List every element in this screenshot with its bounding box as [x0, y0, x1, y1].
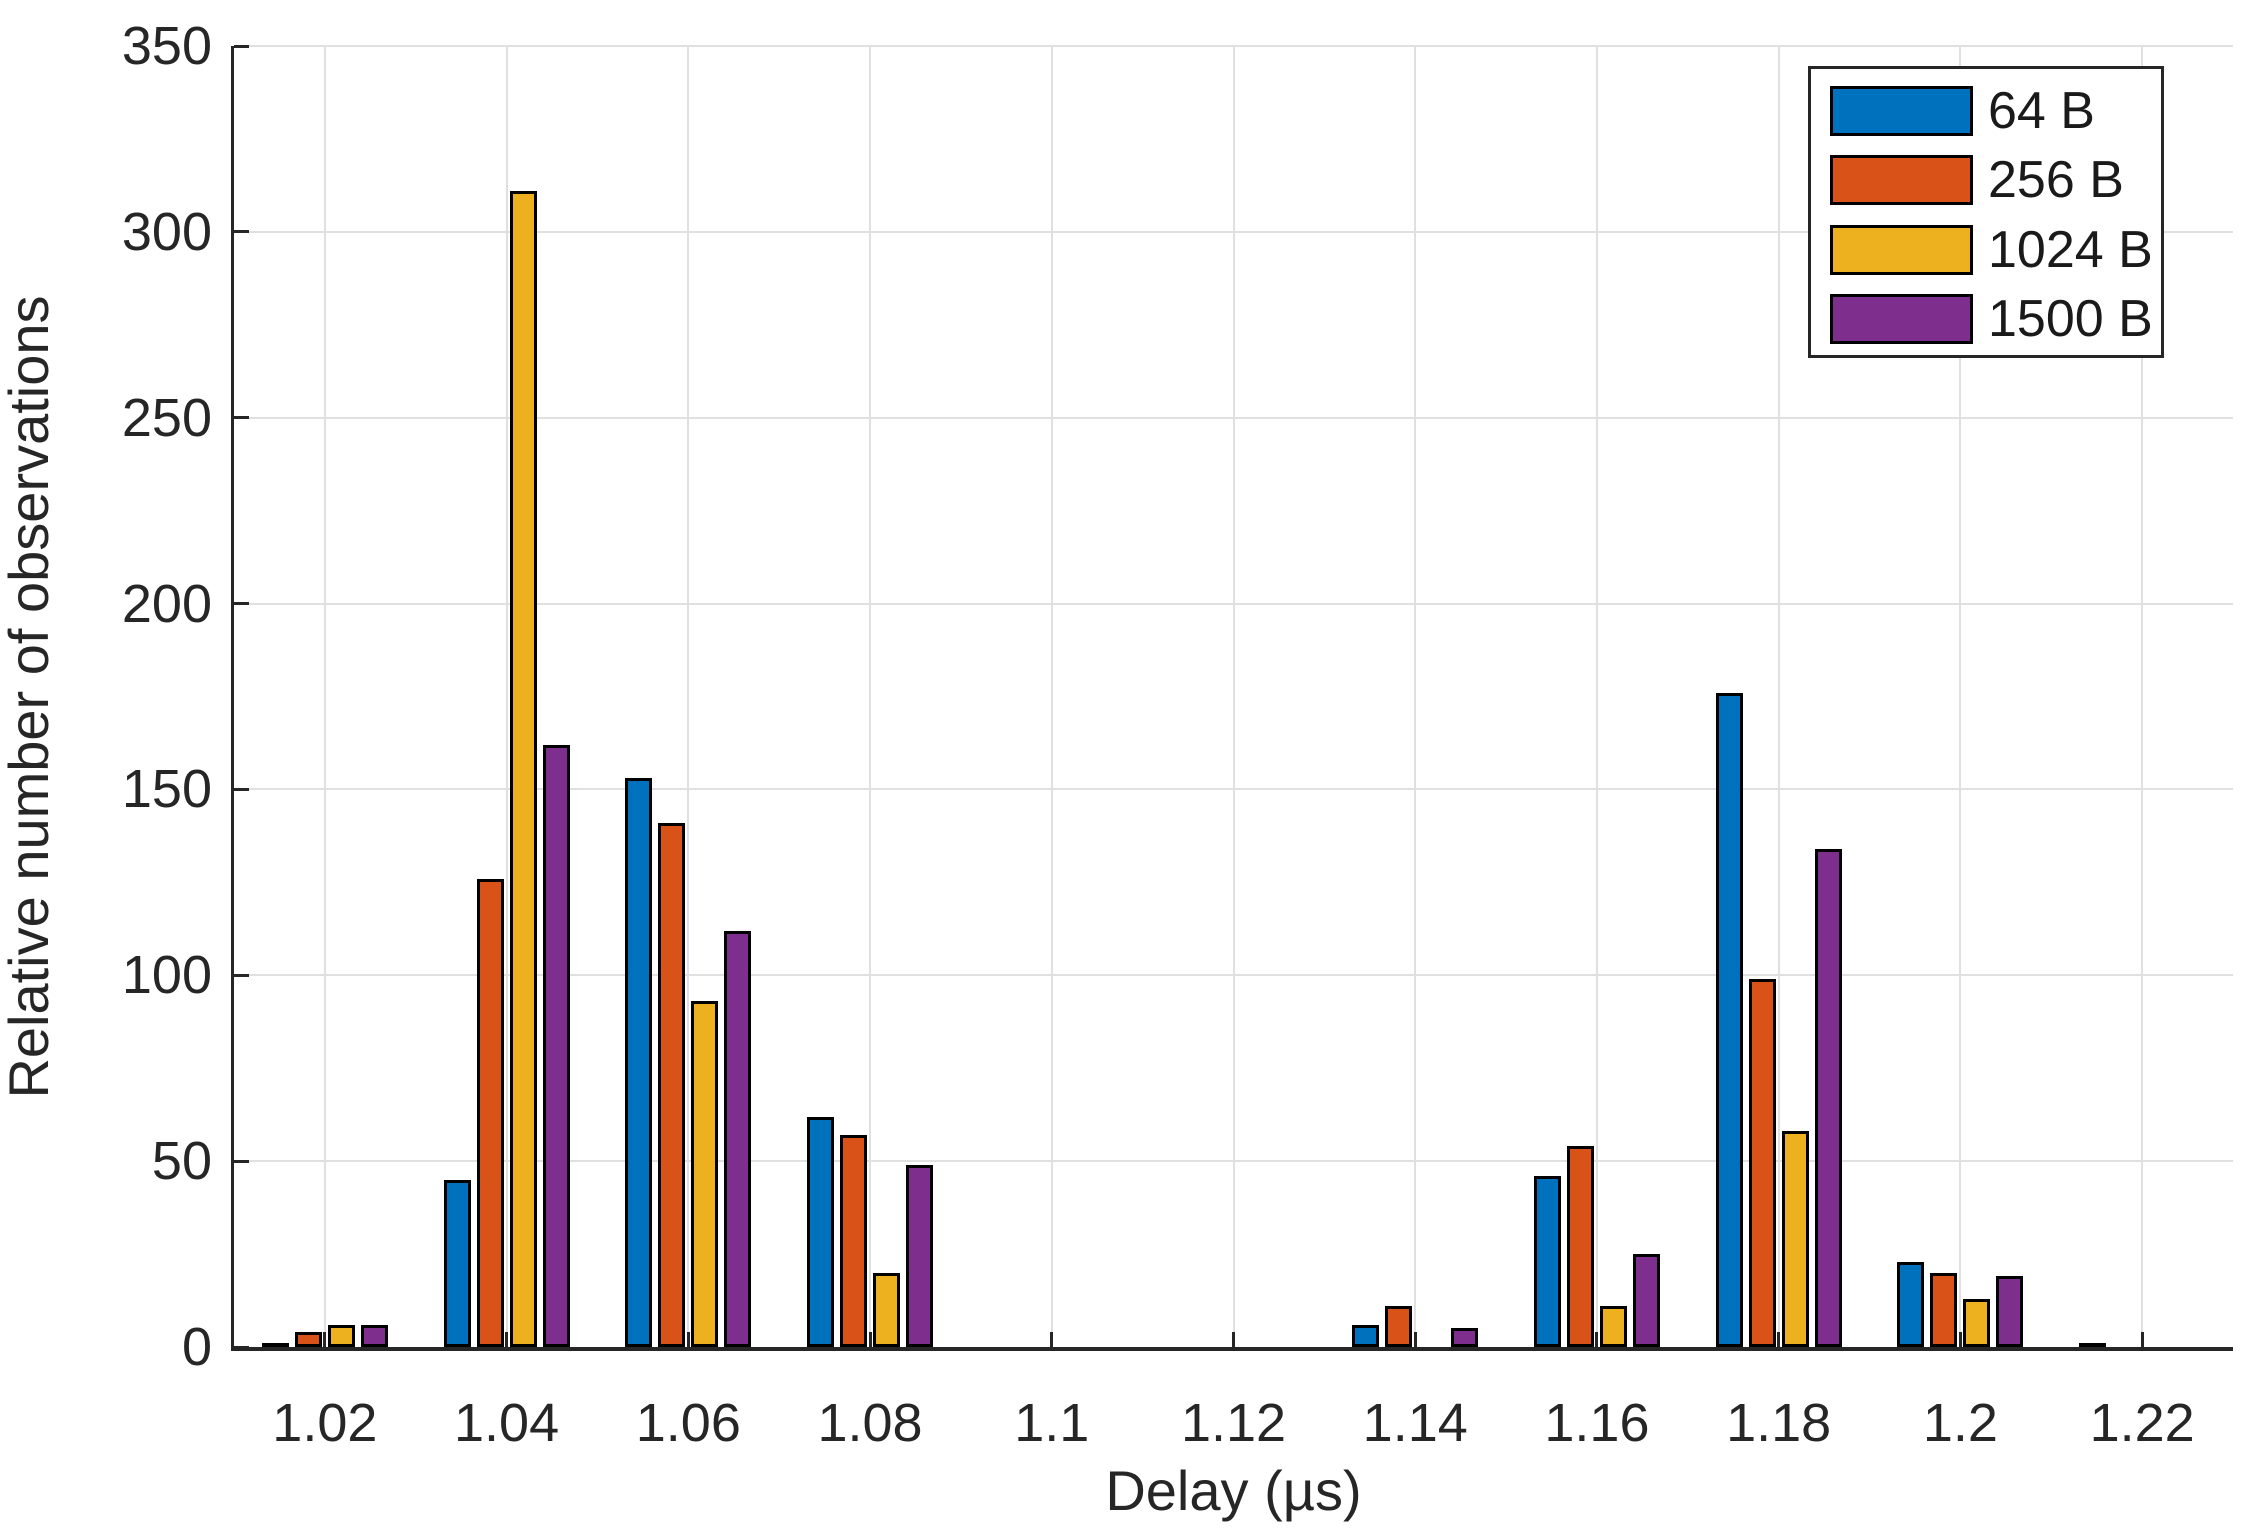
- x-tick-label-1.14: 1.14: [1362, 1393, 1468, 1453]
- bar-1024B-1.18: [1781, 1131, 1809, 1347]
- bar-1024B-1.08: [873, 1272, 901, 1347]
- gridline-x-1.22: [2141, 46, 2144, 1347]
- gridline-x-1.12: [1232, 46, 1235, 1347]
- x-tick-mark-1.14: [1413, 1332, 1417, 1347]
- x-tick-label-1.02: 1.02: [272, 1393, 378, 1453]
- y-tick-mark-200: [234, 602, 249, 606]
- legend-label-1500B: 1500 B: [1988, 289, 2153, 348]
- y-axis-title: Relative number of observations: [0, 295, 60, 1099]
- bar-1500B-1.14: [1451, 1328, 1479, 1347]
- bar-64B-1.04: [443, 1179, 471, 1347]
- x-tick-mark-1.22: [2140, 1332, 2144, 1347]
- bar-256B-1.16: [1566, 1146, 1594, 1347]
- y-tick-mark-50: [234, 1159, 249, 1163]
- legend-item-1024B: 1024 B: [1811, 221, 2161, 279]
- bar-1500B-1.18: [1814, 848, 1842, 1347]
- bar-256B-1.2: [1930, 1272, 1958, 1347]
- bar-64B-1.14: [1352, 1324, 1380, 1347]
- x-tick-mark-1.2: [1958, 1332, 1962, 1347]
- x-tick-mark-1.02: [323, 1332, 327, 1347]
- x-tick-label-1.18: 1.18: [1726, 1393, 1832, 1453]
- x-axis-title: Delay (µs): [1105, 1459, 1362, 1522]
- x-tick-label-1.12: 1.12: [1180, 1393, 1287, 1453]
- x-tick-mark-1.1: [1050, 1332, 1054, 1347]
- legend-label-64B: 64 B: [1988, 82, 2095, 140]
- legend-swatch-256B: [1830, 155, 1973, 206]
- bar-1024B-1.04: [509, 190, 537, 1347]
- y-tick-label-350: 350: [121, 16, 212, 76]
- x-tick-mark-1.04: [505, 1332, 509, 1347]
- bar-256B-1.08: [840, 1135, 868, 1347]
- bar-256B-1.14: [1385, 1306, 1413, 1347]
- y-tick-mark-100: [234, 973, 249, 977]
- gridline-x-1.16: [1595, 46, 1598, 1347]
- y-tick-label-200: 200: [121, 573, 212, 634]
- y-tick-label-250: 250: [121, 387, 212, 448]
- bar-64B-1.18: [1715, 692, 1743, 1347]
- y-tick-mark-250: [234, 416, 249, 420]
- bar-1500B-1.02: [360, 1324, 388, 1347]
- bar-1500B-1.2: [1996, 1276, 2024, 1347]
- x-tick-label-1.04: 1.04: [454, 1393, 560, 1453]
- legend-item-256B: 256 B: [1811, 151, 2161, 209]
- bar-64B-1.2: [1897, 1261, 1925, 1347]
- bar-64B-1.08: [807, 1116, 835, 1347]
- x-tick-mark-1.18: [1777, 1332, 1781, 1347]
- bar-1024B-1.06: [691, 1001, 719, 1347]
- bar-1500B-1.16: [1632, 1254, 1660, 1347]
- plot-area: [234, 44, 2233, 1350]
- x-tick-label-1.16: 1.16: [1544, 1393, 1650, 1453]
- bar-256B-1.18: [1748, 979, 1776, 1347]
- gridline-x-1.04: [505, 46, 508, 1347]
- y-tick-label-150: 150: [121, 759, 212, 820]
- legend-label-256B: 256 B: [1988, 151, 2124, 210]
- x-tick-label-1.2: 1.2: [1922, 1393, 1998, 1453]
- bar-1024B-1.02: [327, 1324, 355, 1347]
- gridline-x-1.2: [1959, 46, 1962, 1347]
- x-tick-label-1.08: 1.08: [817, 1393, 923, 1453]
- x-axis-line: [231, 1347, 2233, 1351]
- y-tick-label-50: 50: [151, 1131, 212, 1192]
- bar-256B-1.04: [476, 878, 504, 1347]
- legend: 64 B 256 B 1024 B 1500 B: [1808, 66, 2164, 358]
- x-tick-label-1.22: 1.22: [2089, 1393, 2195, 1453]
- gridline-x-1.14: [1414, 46, 1417, 1347]
- y-tick-mark-150: [234, 787, 249, 791]
- x-tick-label-1.1: 1.1: [1014, 1393, 1090, 1453]
- bar-1024B-1.16: [1599, 1306, 1627, 1347]
- legend-label-1024B: 1024 B: [1988, 220, 2153, 279]
- y-tick-label-100: 100: [121, 945, 212, 1006]
- legend-swatch-1024B: [1830, 224, 1973, 275]
- bar-1500B-1.06: [724, 930, 752, 1347]
- bar-64B-1.06: [625, 778, 653, 1347]
- x-tick-label-1.06: 1.06: [635, 1393, 741, 1453]
- x-tick-mark-1.08: [868, 1332, 872, 1347]
- y-tick-label-300: 300: [121, 201, 212, 262]
- bar-1500B-1.08: [906, 1164, 934, 1347]
- legend-item-64B: 64 B: [1811, 82, 2161, 140]
- legend-swatch-64B: [1830, 86, 1973, 136]
- x-tick-mark-1.06: [686, 1332, 690, 1347]
- legend-swatch-1500B: [1830, 293, 1973, 344]
- gridline-x-1.06: [687, 46, 690, 1347]
- gridline-x-1.08: [869, 46, 872, 1347]
- legend-item-1500B: 1500 B: [1811, 290, 2161, 348]
- y-tick-mark-350: [234, 44, 249, 48]
- bar-64B-1.16: [1533, 1176, 1561, 1347]
- gridline-x-1.1: [1050, 46, 1053, 1347]
- bar-1500B-1.04: [542, 744, 570, 1347]
- gridline-x-1.18: [1777, 46, 1780, 1347]
- y-axis-line: [231, 46, 234, 1350]
- y-tick-mark-300: [234, 230, 249, 234]
- y-tick-label-0: 0: [181, 1317, 212, 1377]
- x-tick-mark-1.12: [1232, 1332, 1235, 1347]
- bar-256B-1.02: [294, 1332, 322, 1347]
- x-tick-mark-1.16: [1595, 1332, 1599, 1347]
- gridline-x-1.02: [323, 46, 326, 1347]
- bar-256B-1.06: [658, 822, 686, 1347]
- bar-1024B-1.2: [1963, 1298, 1991, 1347]
